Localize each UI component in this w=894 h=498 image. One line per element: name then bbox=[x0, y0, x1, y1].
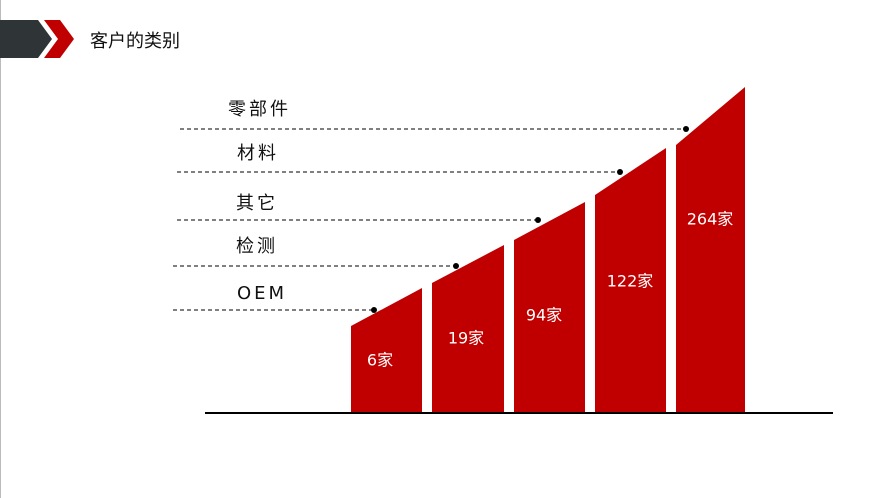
step-label: 94家 bbox=[526, 306, 562, 325]
category-label: 零部件 bbox=[228, 99, 291, 120]
step-bar bbox=[432, 245, 504, 412]
leader-dot bbox=[535, 217, 541, 223]
leader-dot bbox=[617, 169, 623, 175]
diagram: 6家 OEM 19家 检测 94家 其它 122家 材料 264家 零部件 bbox=[173, 87, 745, 412]
step-bar bbox=[514, 202, 585, 412]
leader-dot bbox=[683, 126, 689, 132]
category-label: 其它 bbox=[236, 193, 278, 214]
header-icon-red bbox=[44, 20, 74, 58]
leader-dot bbox=[453, 263, 459, 269]
step-label: 122家 bbox=[607, 272, 654, 291]
category-label: 材料 bbox=[237, 143, 279, 164]
step-label: 19家 bbox=[448, 329, 484, 348]
step-bar bbox=[351, 288, 422, 412]
category-label: OEM bbox=[237, 283, 287, 304]
step-label: 264家 bbox=[687, 210, 734, 229]
step-bar bbox=[595, 148, 666, 412]
step-bar bbox=[676, 87, 745, 412]
header-icon-dark bbox=[0, 20, 52, 58]
leader-dot bbox=[371, 307, 377, 313]
category-label: 检测 bbox=[236, 236, 278, 257]
slide-title: 客户的类别 bbox=[90, 31, 180, 52]
step-label: 6家 bbox=[367, 351, 393, 370]
